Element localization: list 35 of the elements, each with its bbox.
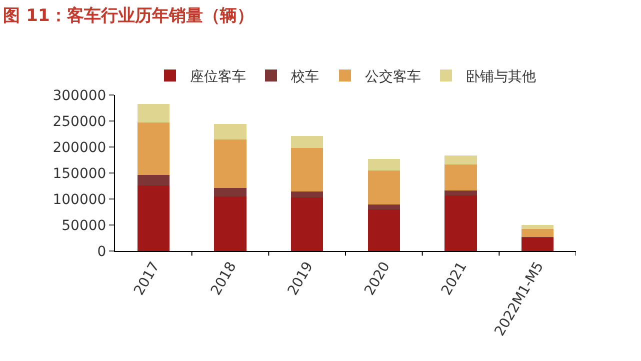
- y-tick-label: 0: [97, 244, 106, 260]
- legend-label: 公交客车: [365, 68, 421, 85]
- y-tick-label: 50000: [62, 218, 106, 234]
- bar: [290, 148, 324, 192]
- bar: [214, 196, 246, 251]
- bar: [444, 155, 477, 165]
- legend-label: 座位客车: [190, 68, 246, 85]
- bar: [368, 158, 400, 170]
- y-tick-label: 200000: [52, 140, 106, 156]
- y-tick-label: 300000: [52, 88, 106, 104]
- bar: [521, 229, 554, 237]
- bar: [368, 170, 400, 205]
- bar: [214, 140, 246, 188]
- chart-title: 图 11：客车行业历年销量（辆）: [3, 6, 254, 26]
- bar: [444, 164, 477, 191]
- bar: [137, 104, 170, 123]
- bar: [214, 188, 246, 196]
- bar: [137, 175, 170, 186]
- y-tick-label: 150000: [52, 166, 106, 182]
- bar: [137, 122, 170, 176]
- bar: [214, 124, 246, 140]
- legend-label: 卧铺与其他: [466, 68, 536, 85]
- bar: [290, 136, 324, 148]
- bar: [290, 197, 324, 251]
- bar: [521, 237, 554, 251]
- bar: [368, 204, 400, 210]
- bar: [290, 192, 324, 198]
- y-tick-label: 100000: [52, 192, 106, 208]
- bar: [521, 225, 554, 230]
- legend-label: 校车: [290, 68, 319, 85]
- bar: [137, 185, 170, 251]
- bar: [368, 209, 400, 251]
- y-tick-label: 250000: [52, 114, 106, 130]
- bar: [444, 190, 477, 196]
- bar: [444, 195, 477, 251]
